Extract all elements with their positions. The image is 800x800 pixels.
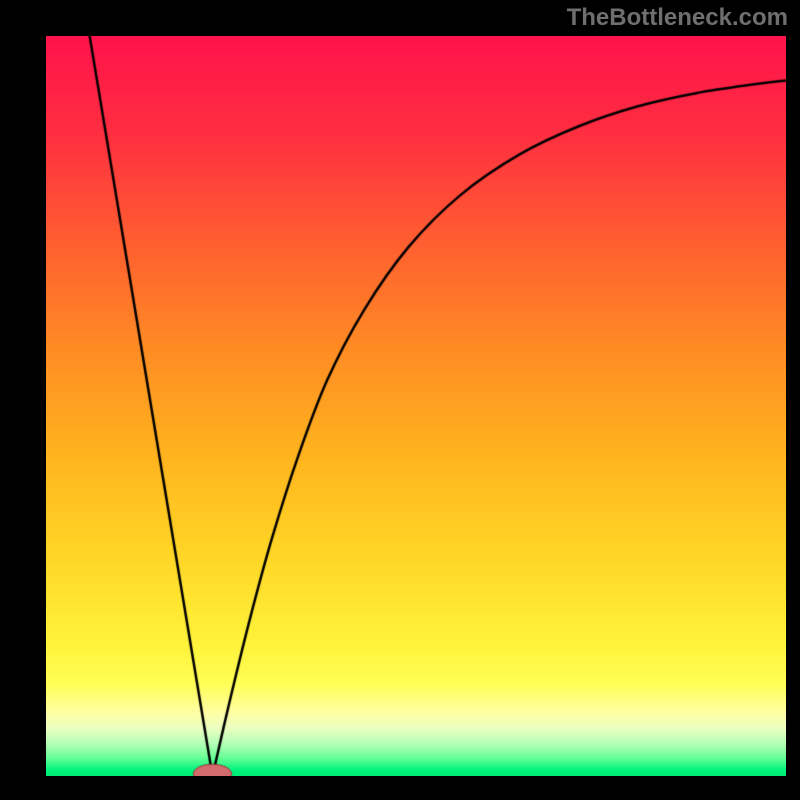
stage: TheBottleneck.com bbox=[0, 0, 800, 800]
watermark-text: TheBottleneck.com bbox=[567, 4, 788, 32]
plot-canvas bbox=[46, 36, 786, 776]
plot-frame bbox=[46, 36, 786, 776]
